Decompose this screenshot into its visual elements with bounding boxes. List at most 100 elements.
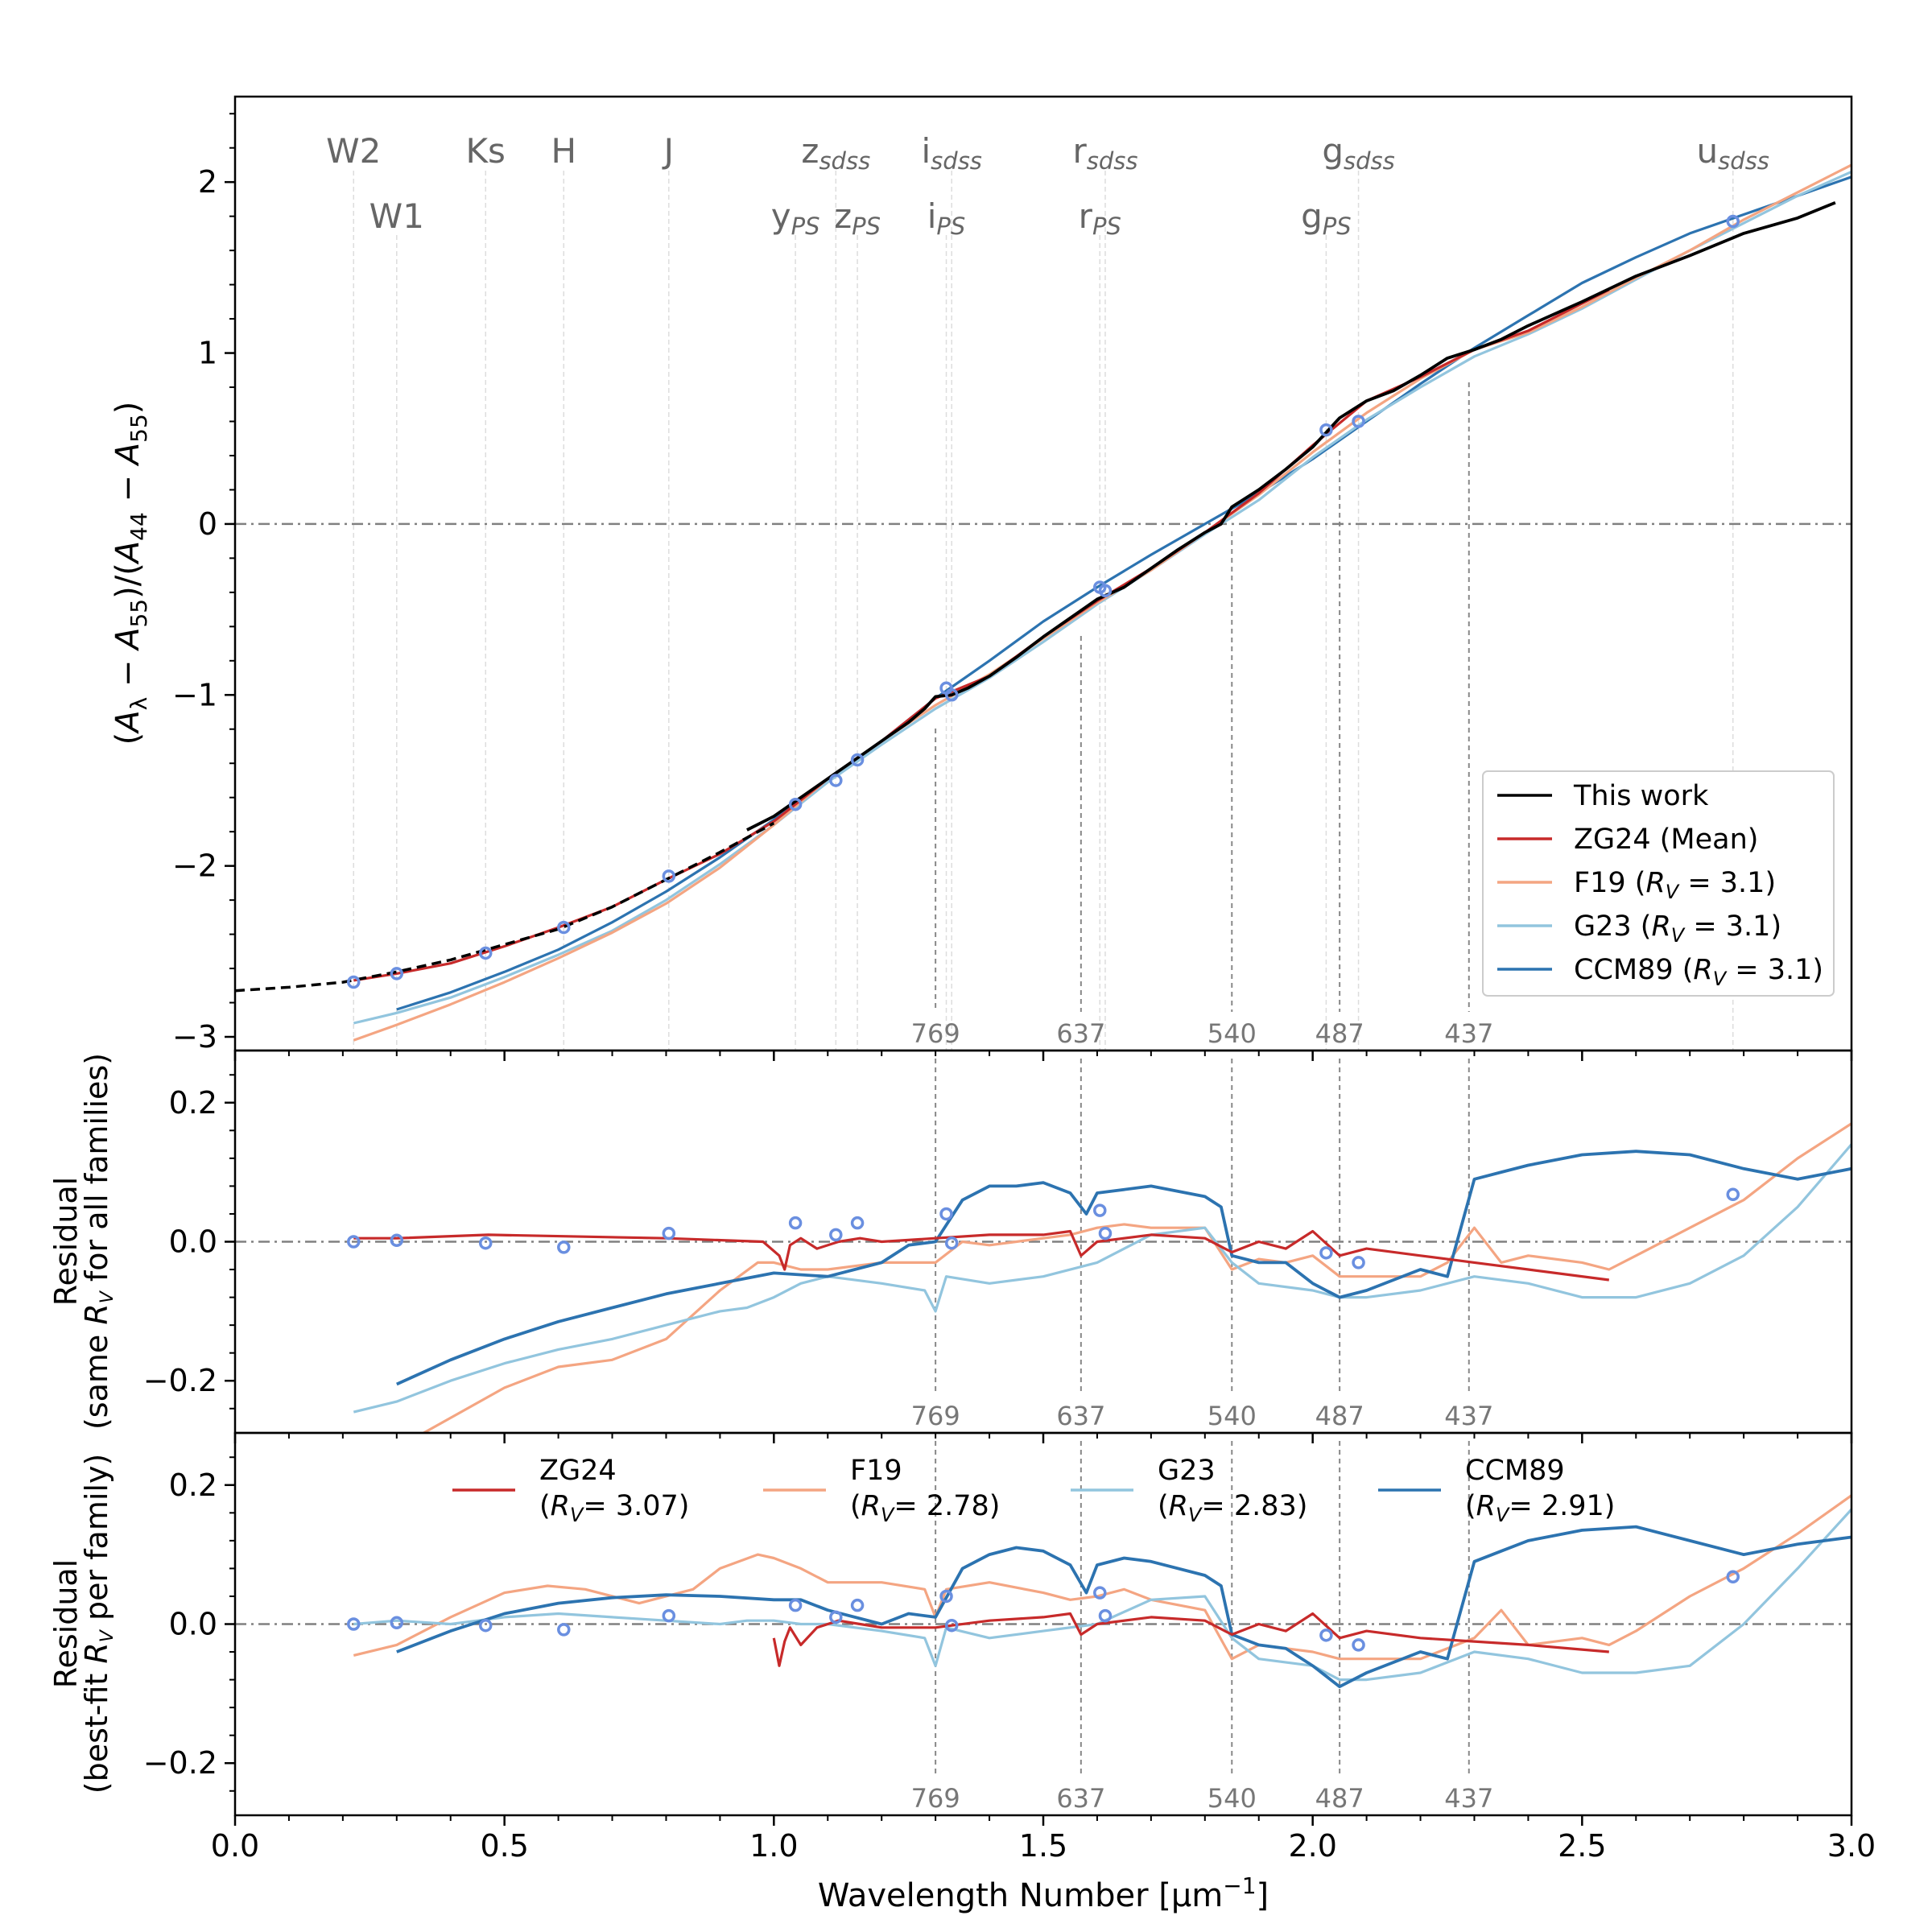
- band-label-8: isdss: [922, 131, 982, 175]
- r1-point-7: [850, 1216, 865, 1230]
- r2-marker-label-487: 487: [1315, 1783, 1364, 1814]
- x-tick-labels: 0.0 0.5 1.0 1.5 2.0 2.5 3.0: [211, 1828, 1876, 1864]
- main-photometric-points: [347, 214, 1740, 989]
- residual-best-panel: 769 637 540 487 437 −0.2 0.0 0.2 Residual (bes…: [48, 1431, 1853, 1826]
- residual-best-marker-lines: 769 637 540 487 437: [911, 1441, 1493, 1814]
- r2-point-8: [939, 1589, 953, 1604]
- x-tick-label-1: 0.5: [480, 1828, 528, 1864]
- residual-best-legend: ZG24 (RV= 3.07) F19 (RV= 2.78) G23 (RV= …: [452, 1455, 1615, 1526]
- r1-point-9: [944, 1236, 959, 1250]
- main-marker-label-540: 540: [1208, 1018, 1257, 1049]
- main-point-11: [1098, 584, 1113, 597]
- band-label-14: usdss: [1697, 131, 1769, 175]
- r1-y-tick-label: 0.2: [169, 1085, 217, 1121]
- band-label-6: yPS: [771, 196, 820, 240]
- residual-best-y-label-line1: Residual: [48, 1559, 84, 1688]
- legend-best-rv-g23: (RV= 2.83): [1158, 1490, 1307, 1526]
- r2-point-4: [662, 1608, 676, 1623]
- x-tick-label-2: 1.0: [749, 1828, 798, 1864]
- main-marker-label-487: 487: [1315, 1018, 1364, 1049]
- r1-point-14: [1726, 1187, 1740, 1202]
- r2-series-ccm89: [396, 1525, 1852, 1689]
- main-point-7: [850, 753, 865, 767]
- series-ccm89: [396, 175, 1852, 1011]
- residual-same-panel: 769 637 540 487 437 −0.2 0.0 0.2 Residual (sam…: [48, 1049, 1853, 1443]
- r2-point-6: [829, 1610, 843, 1624]
- series-g23: [353, 170, 1852, 1025]
- main-y-tick-label: −1: [172, 677, 217, 712]
- band-label-7: zPS: [834, 196, 881, 240]
- legend-best-entry-g23: G23 (RV= 2.83): [1071, 1455, 1307, 1526]
- band-label-4: J: [662, 131, 674, 171]
- main-legend: This work ZG24 (Mean) F19 (RV = 3.1) G23…: [1482, 770, 1835, 997]
- main-point-2: [478, 946, 493, 960]
- main-point-6: [829, 774, 843, 787]
- legend-best-name-f19: F19: [850, 1455, 902, 1487]
- legend-label-this-work: This work: [1573, 780, 1709, 812]
- r1-series-f19: [423, 1122, 1852, 1433]
- residual-same-marker-lines: 769 637 540 487 437: [911, 1059, 1493, 1431]
- legend-label-zg24: ZG24 (Mean): [1574, 824, 1758, 856]
- legend-entry-this-work: This work: [1497, 780, 1709, 812]
- r2-point-7: [850, 1598, 865, 1612]
- residual-same-points: [347, 1187, 1740, 1269]
- main-y-axis-label: (Aλ − A55)/(A44 − A55): [109, 402, 152, 745]
- r1-point-8: [939, 1207, 953, 1221]
- residual-best-points: [347, 1570, 1740, 1652]
- r2-point-9: [944, 1618, 959, 1633]
- r1-point-0: [347, 1235, 361, 1249]
- main-y-tick-label: 0: [198, 506, 217, 542]
- r1-marker-label-540: 540: [1208, 1401, 1257, 1431]
- r2-y-tick-label: 0.2: [169, 1468, 217, 1503]
- r2-marker-label-540: 540: [1208, 1783, 1257, 1814]
- main-point-3: [557, 920, 571, 935]
- legend-best-entry-zg24: ZG24 (RV= 3.07): [452, 1455, 689, 1526]
- series-zg24: [353, 288, 1610, 982]
- series-extrapolation: [235, 822, 775, 993]
- residual-best-y-label-line2: (best-fit RV per family): [79, 1454, 118, 1794]
- series-this_work: [746, 200, 1836, 832]
- residual-best-axes-frame: [233, 1431, 1853, 1817]
- legend-frame: [1482, 770, 1835, 997]
- band-label-5: zsdss: [801, 131, 870, 175]
- legend-best-entry-f19: F19 (RV= 2.78): [763, 1455, 1000, 1526]
- main-marker-label-637: 637: [1056, 1018, 1105, 1049]
- r1-series-g23: [353, 1143, 1852, 1414]
- r2-point-3: [557, 1623, 571, 1637]
- residual-same-y-ticks: −0.2 0.0 0.2: [143, 1074, 235, 1410]
- r1-marker-label-637: 637: [1056, 1401, 1105, 1431]
- legend-best-name-ccm89: CCM89: [1465, 1455, 1565, 1487]
- band-label-0: W2: [326, 131, 381, 171]
- legend-entry-zg24: ZG24 (Mean): [1497, 824, 1758, 856]
- r2-point-0: [347, 1617, 361, 1631]
- r1-point-3: [557, 1241, 571, 1254]
- r2-point-12: [1319, 1629, 1333, 1642]
- band-label-10: rsdss: [1072, 131, 1137, 175]
- r2-point-2: [478, 1618, 493, 1633]
- r2-point-10: [1093, 1586, 1107, 1600]
- main-point-0: [347, 975, 361, 989]
- main-y-tick-label: 2: [198, 164, 217, 200]
- main-y-tick-label: −2: [172, 848, 217, 884]
- legend-best-name-zg24: ZG24: [539, 1455, 617, 1487]
- legend-best-rv-f19: (RV= 2.78): [850, 1490, 1000, 1526]
- band-label-3: H: [551, 131, 576, 171]
- residual-same-x-ticks: [233, 1433, 1853, 1443]
- r1-point-11: [1098, 1226, 1113, 1241]
- band-label-12: gsdss: [1322, 131, 1394, 175]
- r1-point-13: [1352, 1256, 1365, 1269]
- residual-best-y-ticks: −0.2 0.0 0.2: [143, 1456, 235, 1792]
- residual-same-y-label-line1: Residual: [48, 1177, 84, 1306]
- main-point-9: [944, 688, 959, 702]
- r1-point-1: [390, 1233, 404, 1248]
- band-label-2: Ks: [466, 131, 506, 171]
- main-marker-label-769: 769: [911, 1018, 960, 1049]
- main-point-14: [1726, 214, 1740, 229]
- r1-y-tick-label: −0.2: [143, 1363, 217, 1398]
- main-point-13: [1352, 415, 1365, 428]
- main-point-1: [390, 967, 404, 980]
- r2-series-zg24: [772, 1612, 1609, 1667]
